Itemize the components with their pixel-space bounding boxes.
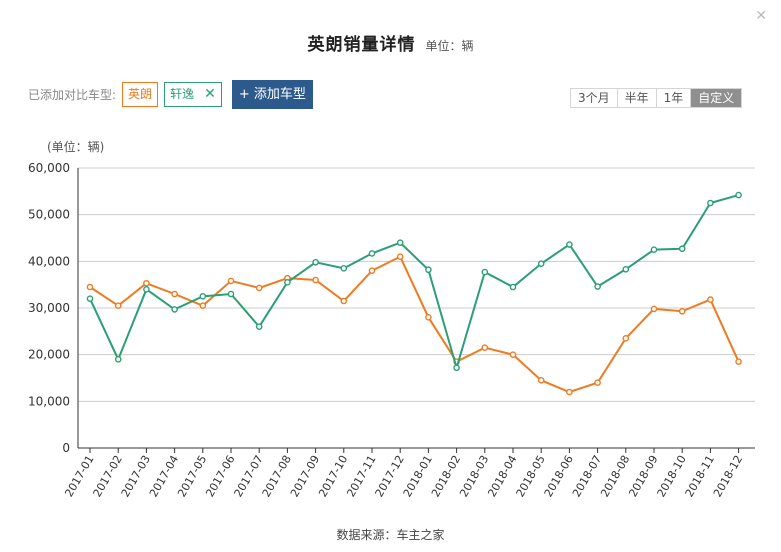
unit-label: 单位：辆 bbox=[425, 39, 474, 53]
data-point bbox=[199, 302, 207, 309]
data-point bbox=[199, 293, 207, 300]
data-point bbox=[255, 323, 263, 330]
compare-tag-yinglang[interactable]: 英朗 bbox=[122, 82, 159, 107]
y-tick-label: 60,000 bbox=[28, 161, 70, 175]
data-point bbox=[707, 296, 714, 303]
series-line-0 bbox=[89, 255, 740, 394]
data-point bbox=[368, 267, 376, 274]
tab-custom[interactable]: 自定义 bbox=[691, 89, 742, 107]
range-tabs: 3个月 半年 1年 自定义 bbox=[570, 88, 743, 108]
data-point bbox=[114, 302, 122, 309]
page-title: 英朗销量详情 bbox=[307, 35, 416, 55]
data-point bbox=[566, 388, 573, 396]
data-point bbox=[650, 246, 658, 253]
data-point bbox=[340, 297, 348, 305]
data-point bbox=[368, 250, 376, 257]
y-axis-label: (单位：辆) bbox=[47, 139, 104, 154]
data-point bbox=[171, 306, 178, 313]
data-point bbox=[312, 276, 319, 284]
y-tick-label: 20,000 bbox=[28, 348, 70, 362]
data-point bbox=[255, 284, 263, 292]
y-tick-label: 30,000 bbox=[28, 301, 70, 315]
data-point bbox=[622, 335, 630, 342]
data-point bbox=[453, 364, 460, 372]
data-point bbox=[707, 199, 714, 207]
data-point bbox=[678, 307, 686, 315]
data-point bbox=[566, 241, 573, 248]
tab-half-year[interactable]: 半年 bbox=[617, 89, 657, 107]
data-point bbox=[143, 286, 150, 293]
data-point bbox=[143, 279, 150, 287]
data-point bbox=[396, 253, 404, 260]
compare-tag-label: 英朗 bbox=[128, 87, 153, 101]
compare-tag-label: 轩逸 bbox=[170, 87, 195, 101]
data-point bbox=[594, 283, 601, 290]
data-point bbox=[86, 283, 94, 291]
data-point bbox=[171, 290, 178, 298]
compare-label: 已添加对比车型: bbox=[28, 88, 117, 102]
compare-tag-xuanyi[interactable]: 轩逸 ✕ bbox=[164, 82, 222, 107]
data-point bbox=[227, 290, 235, 298]
data-point bbox=[509, 351, 517, 358]
data-point bbox=[650, 305, 658, 313]
data-point bbox=[537, 260, 545, 267]
data-point bbox=[537, 377, 545, 384]
data-point bbox=[312, 258, 319, 266]
data-point bbox=[340, 265, 348, 272]
data-point bbox=[735, 358, 742, 365]
data-point bbox=[735, 191, 742, 199]
remove-icon[interactable]: ✕ bbox=[204, 86, 216, 102]
data-point bbox=[481, 268, 489, 276]
add-model-button[interactable]: + 添加车型 bbox=[231, 80, 313, 109]
data-point bbox=[396, 239, 404, 246]
data-point bbox=[594, 379, 601, 386]
data-point bbox=[425, 314, 432, 321]
y-tick-label: 40,000 bbox=[28, 254, 70, 268]
data-point bbox=[678, 245, 686, 253]
header: 英朗销量详情 单位：辆 bbox=[0, 30, 781, 55]
data-source: 数据来源：车主之家 bbox=[336, 528, 445, 542]
y-tick-label: 0 bbox=[62, 441, 70, 455]
data-point bbox=[284, 279, 291, 286]
compare-bar: 已添加对比车型: 英朗 轩逸 ✕ + 添加车型 bbox=[28, 80, 313, 109]
tab-1-year[interactable]: 1年 bbox=[656, 89, 692, 107]
y-tick-label: 10,000 bbox=[28, 394, 70, 408]
series-line-1 bbox=[89, 194, 739, 372]
data-point bbox=[481, 344, 489, 351]
tab-3-months[interactable]: 3个月 bbox=[571, 89, 618, 107]
data-point bbox=[114, 356, 122, 363]
data-point bbox=[425, 266, 432, 274]
close-icon[interactable]: ✕ bbox=[755, 8, 767, 24]
data-point bbox=[86, 295, 94, 302]
data-point bbox=[227, 277, 235, 285]
y-tick-label: 50,000 bbox=[28, 208, 70, 222]
data-point bbox=[622, 265, 630, 273]
data-point bbox=[509, 283, 517, 291]
